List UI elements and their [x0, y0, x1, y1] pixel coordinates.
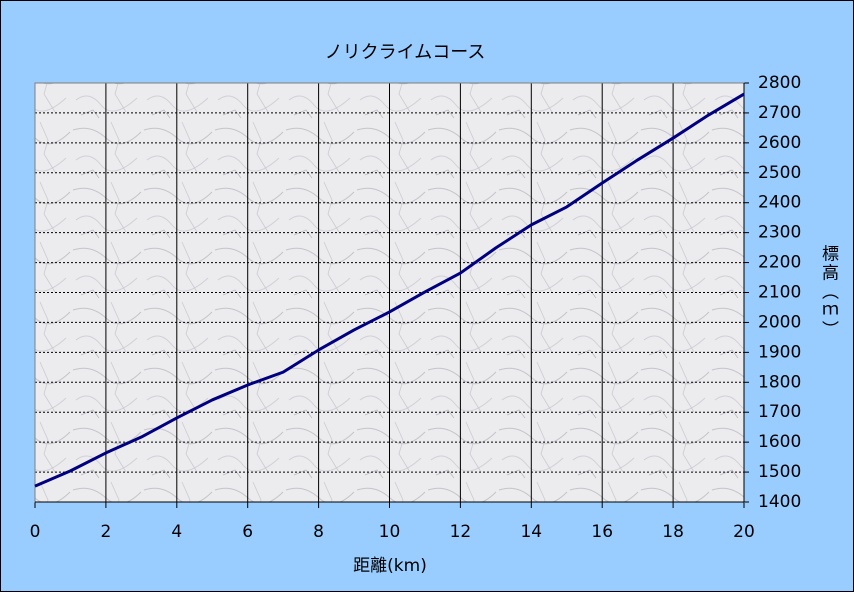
- chart-title: ノリクライムコース: [325, 42, 486, 63]
- y-tick-label: 1400: [758, 492, 801, 512]
- x-tick-label: 8: [313, 522, 324, 542]
- x-tick-label: 2: [100, 522, 111, 542]
- y-tick-label: 2500: [758, 163, 801, 183]
- y-tick-label: 1500: [758, 462, 801, 482]
- y-tick-label: 2800: [758, 73, 801, 93]
- y-tick-label: 2000: [758, 312, 801, 332]
- y-tick-label: 1800: [758, 372, 801, 392]
- y-tick-label: 2100: [758, 283, 801, 303]
- x-tick-label: 16: [591, 522, 613, 542]
- x-tick-label: 14: [520, 522, 542, 542]
- y-tick-label: 2600: [758, 133, 801, 153]
- x-tick-label: 18: [662, 522, 684, 542]
- y-tick-label: 2300: [758, 223, 801, 243]
- x-tick-label: 0: [30, 522, 41, 542]
- x-tick-label: 10: [379, 522, 401, 542]
- y-axis-label: 標高（ｍ）: [818, 244, 839, 339]
- x-tick-label: 12: [450, 522, 472, 542]
- x-tick-label: 4: [171, 522, 182, 542]
- y-tick-label: 1600: [758, 432, 801, 452]
- y-tick-label: 2200: [758, 253, 801, 273]
- x-tick-label: 6: [242, 522, 253, 542]
- y-tick-label: 1700: [758, 402, 801, 422]
- y-tick-label: 2400: [758, 193, 801, 213]
- y-tick-label: 2700: [758, 103, 801, 123]
- y-tick-label: 1900: [758, 342, 801, 362]
- data-line: [34, 92, 745, 488]
- x-tick-label: 20: [733, 522, 755, 542]
- x-axis-label: 距離(km): [353, 556, 427, 576]
